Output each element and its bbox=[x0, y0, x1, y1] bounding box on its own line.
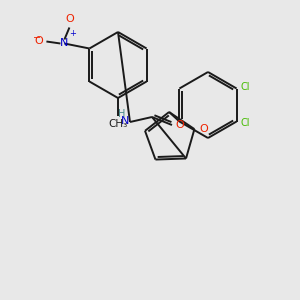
Text: CH₃: CH₃ bbox=[108, 119, 128, 129]
Text: −: − bbox=[33, 32, 41, 43]
Text: O: O bbox=[200, 124, 208, 134]
Text: O: O bbox=[175, 120, 184, 130]
Text: +: + bbox=[69, 29, 76, 38]
Text: H: H bbox=[118, 109, 126, 119]
Text: N: N bbox=[60, 38, 69, 49]
Text: Cl: Cl bbox=[241, 118, 250, 128]
Text: O: O bbox=[35, 37, 44, 46]
Text: O: O bbox=[65, 14, 74, 25]
Text: Cl: Cl bbox=[241, 82, 250, 92]
Text: N: N bbox=[121, 116, 129, 126]
